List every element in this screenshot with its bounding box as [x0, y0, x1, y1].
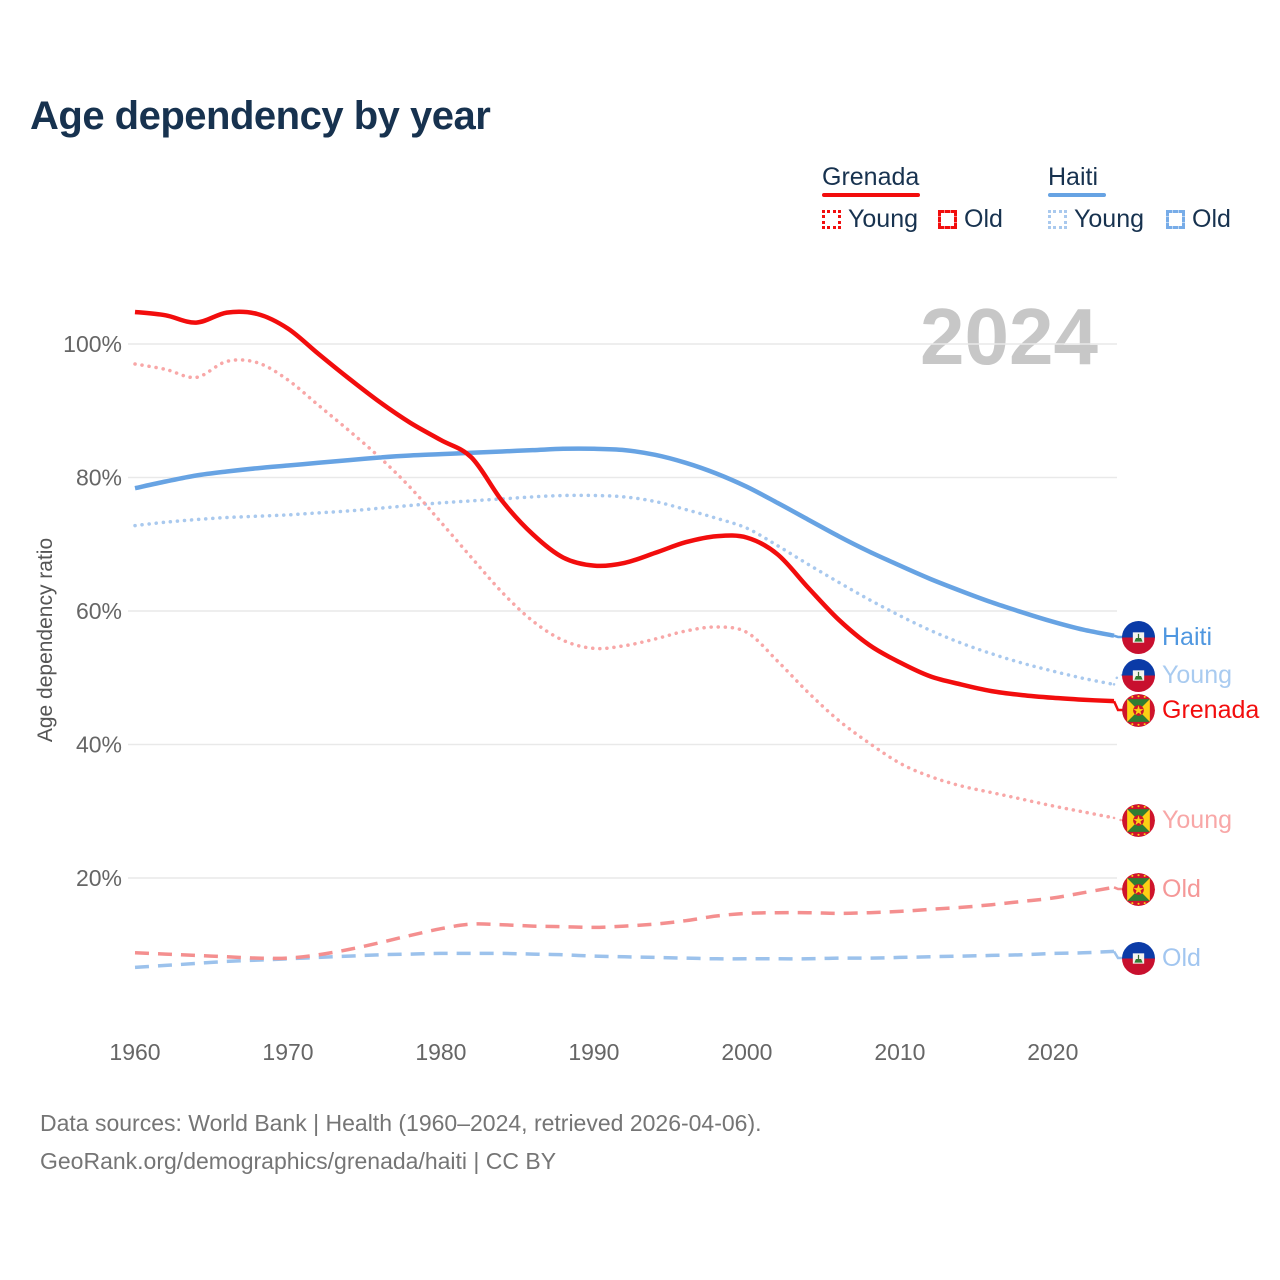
legend-grenada-old[interactable]: Old: [938, 205, 1003, 234]
legend-grenada-young[interactable]: Young: [822, 205, 918, 234]
grenada-young-swatch-icon: [822, 210, 841, 229]
end-label-text: Old: [1162, 943, 1201, 972]
legend-grenada-young-label: Young: [848, 205, 918, 233]
haiti-flag-icon: [1122, 620, 1155, 654]
svg-text:1980: 1980: [415, 1039, 466, 1065]
end-label-haiti-total: Haiti: [1122, 620, 1212, 654]
end-label-grenada-old: Old: [1122, 872, 1201, 906]
legend-grenada-label[interactable]: Grenada: [822, 163, 920, 191]
legend-haiti-young-label: Young: [1074, 205, 1144, 233]
end-label-text: Young: [1162, 805, 1232, 834]
svg-text:2000: 2000: [721, 1039, 772, 1065]
svg-text:1960: 1960: [109, 1039, 160, 1065]
legend-haiti-old-label: Old: [1192, 205, 1231, 233]
end-label-text: Young: [1162, 660, 1232, 689]
svg-text:20%: 20%: [76, 865, 122, 891]
legend-grenada-underline: [822, 193, 920, 197]
svg-text:80%: 80%: [76, 465, 122, 491]
svg-text:1990: 1990: [568, 1039, 619, 1065]
end-label-haiti-old: Old: [1122, 941, 1201, 975]
end-label-haiti-young: Young: [1122, 658, 1232, 692]
footer-sources: Data sources: World Bank | Health (1960–…: [40, 1110, 762, 1136]
end-label-text: Old: [1162, 874, 1201, 903]
grenada-flag-icon: [1122, 872, 1155, 906]
legend-grenada-old-label: Old: [964, 205, 1003, 233]
svg-text:2010: 2010: [874, 1039, 925, 1065]
haiti-old-swatch-icon: [1166, 210, 1185, 229]
haiti-young-swatch-icon: [1048, 210, 1067, 229]
svg-text:1970: 1970: [262, 1039, 313, 1065]
grenada-flag-icon: [1122, 803, 1155, 837]
legend-haiti-underline: [1048, 193, 1106, 197]
y-axis-title: Age dependency ratio: [34, 537, 57, 743]
end-label-grenada-total: Grenada: [1122, 693, 1259, 727]
end-label-text: Grenada: [1162, 695, 1260, 724]
end-label-text: Haiti: [1162, 622, 1213, 651]
haiti-flag-icon: [1122, 941, 1155, 975]
legend-haiti-young[interactable]: Young: [1048, 205, 1144, 234]
legend-haiti-label[interactable]: Haiti: [1048, 163, 1099, 191]
grenada-old-swatch-icon: [938, 210, 957, 229]
legend-haiti-old[interactable]: Old: [1166, 205, 1231, 234]
haiti-flag-icon: [1122, 658, 1155, 692]
svg-text:40%: 40%: [76, 732, 122, 758]
svg-text:100%: 100%: [63, 331, 122, 357]
year-watermark: 2024: [920, 292, 1098, 381]
grenada-flag-icon: [1122, 693, 1155, 727]
svg-text:60%: 60%: [76, 598, 122, 624]
page-title: Age dependency by year: [30, 94, 491, 138]
svg-text:2020: 2020: [1027, 1039, 1078, 1065]
footer-attribution: GeoRank.org/demographics/grenada/haiti |…: [40, 1148, 557, 1174]
end-label-grenada-young: Young: [1122, 803, 1232, 837]
